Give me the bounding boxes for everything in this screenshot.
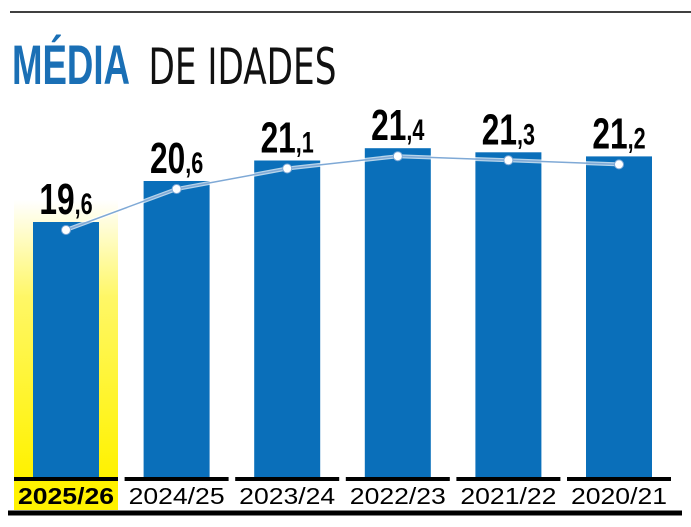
- value-dec: ,4: [406, 113, 424, 147]
- title-bold: MÉDIA: [12, 33, 130, 96]
- highlight-label-background: [14, 481, 118, 510]
- bar-2022/23: [364, 148, 431, 477]
- bar-2024/25: [143, 181, 210, 477]
- category-label: 2025/26: [18, 483, 114, 509]
- value-dec: ,2: [628, 121, 646, 155]
- value-int: 20: [150, 134, 185, 183]
- trend-point: [61, 225, 71, 235]
- value-int: 21: [261, 113, 296, 162]
- bar-2021/22: [475, 152, 542, 478]
- value-int: 19: [39, 175, 74, 224]
- bar-baseline: [456, 477, 561, 481]
- value-dec: ,6: [185, 145, 203, 179]
- value-label: 21,3: [482, 105, 535, 154]
- bar-2025/26: [33, 222, 99, 477]
- value-label: 21,2: [592, 109, 645, 158]
- category-label: 2023/24: [239, 483, 335, 509]
- value-label: 21,1: [261, 113, 314, 162]
- category-label: 2021/22: [460, 483, 556, 509]
- trend-point: [282, 163, 293, 174]
- trend-point: [392, 151, 403, 162]
- category-label: 2024/25: [129, 483, 225, 509]
- bar-2020/21: [586, 156, 652, 477]
- chart-title: MÉDIA DE IDADES: [12, 33, 336, 96]
- title-light: DE IDADES: [148, 38, 336, 96]
- category-label: 2022/23: [350, 483, 446, 509]
- bar-baseline: [345, 477, 450, 481]
- bar-baseline: [124, 477, 229, 481]
- bar-baseline: [235, 477, 340, 481]
- bar-baseline: [14, 477, 118, 481]
- category-label: 2020/21: [571, 483, 667, 509]
- value-int: 21: [482, 105, 517, 154]
- trend-point: [171, 184, 182, 194]
- trend-line: [65, 155, 620, 231]
- value-dec: ,6: [75, 186, 93, 220]
- bar-baseline: [567, 477, 671, 481]
- value-dec: ,3: [517, 117, 535, 151]
- value-int: 21: [371, 101, 406, 150]
- value-label: 20,6: [150, 134, 203, 183]
- trend-point: [503, 155, 514, 166]
- value-int: 21: [592, 109, 627, 158]
- trend-point: [614, 159, 624, 170]
- bar-2023/24: [254, 160, 321, 477]
- value-label: 21,4: [371, 101, 425, 150]
- value-dec: ,1: [296, 125, 314, 159]
- value-label: 19,6: [39, 175, 92, 224]
